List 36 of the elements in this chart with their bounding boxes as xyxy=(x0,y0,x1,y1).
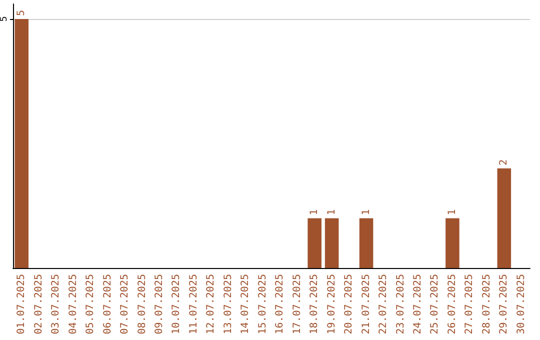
x-tick-label: 22.07.2025 xyxy=(378,274,390,334)
x-tick-label: 07.07.2025 xyxy=(120,274,131,334)
x-tick-label: 24.07.2025 xyxy=(412,274,424,334)
x-tick-label: 15.07.2025 xyxy=(257,274,268,334)
x-tick-label: 18.07.2025 xyxy=(309,274,320,334)
x-tick-label: 09.07.2025 xyxy=(154,274,165,334)
x-tick-label: 14.07.2025 xyxy=(240,274,252,334)
x-tick-label: 06.07.2025 xyxy=(102,274,114,334)
x-tick-label: 28.07.2025 xyxy=(481,274,492,334)
x-tick-label: 25.07.2025 xyxy=(430,274,441,334)
x-tick-label: 10.07.2025 xyxy=(171,274,182,334)
x-tick-label: 16.07.2025 xyxy=(274,274,286,334)
x-tick-label: 26.07.2025 xyxy=(446,274,458,334)
data-label: 1 xyxy=(309,209,320,216)
data-label: 2 xyxy=(498,159,510,166)
x-tick-label: 17.07.2025 xyxy=(292,274,303,334)
x-tick-label: 21.07.2025 xyxy=(360,274,372,334)
x-tick-label: 29.07.2025 xyxy=(498,274,510,334)
x-tick-label: 04.07.2025 xyxy=(68,274,79,334)
x-tick-label: 20.07.2025 xyxy=(344,274,355,334)
x-tick-label: 23.07.2025 xyxy=(395,274,406,334)
x-tick-label: 13.07.2025 xyxy=(222,274,234,334)
data-label: 1 xyxy=(360,209,372,216)
x-tick-label: 12.07.2025 xyxy=(206,274,217,334)
x-tick-label: 27.07.2025 xyxy=(464,274,476,334)
data-label: 1 xyxy=(326,209,338,216)
x-tick-label: 08.07.2025 xyxy=(136,274,148,334)
x-tick-label: 11.07.2025 xyxy=(188,274,200,334)
data-label: 5 xyxy=(16,10,28,16)
data-label: 1 xyxy=(446,209,458,216)
x-tick-label: 30.07.2025 xyxy=(516,274,527,334)
x-tick-label: 01.07.2025 xyxy=(16,274,28,334)
x-tick-label: 02.07.2025 xyxy=(33,274,44,334)
x-tick-label: 19.07.2025 xyxy=(326,274,338,334)
x-tick-label: 03.07.2025 xyxy=(50,274,62,334)
x-tick-label: 05.07.2025 xyxy=(85,274,96,334)
